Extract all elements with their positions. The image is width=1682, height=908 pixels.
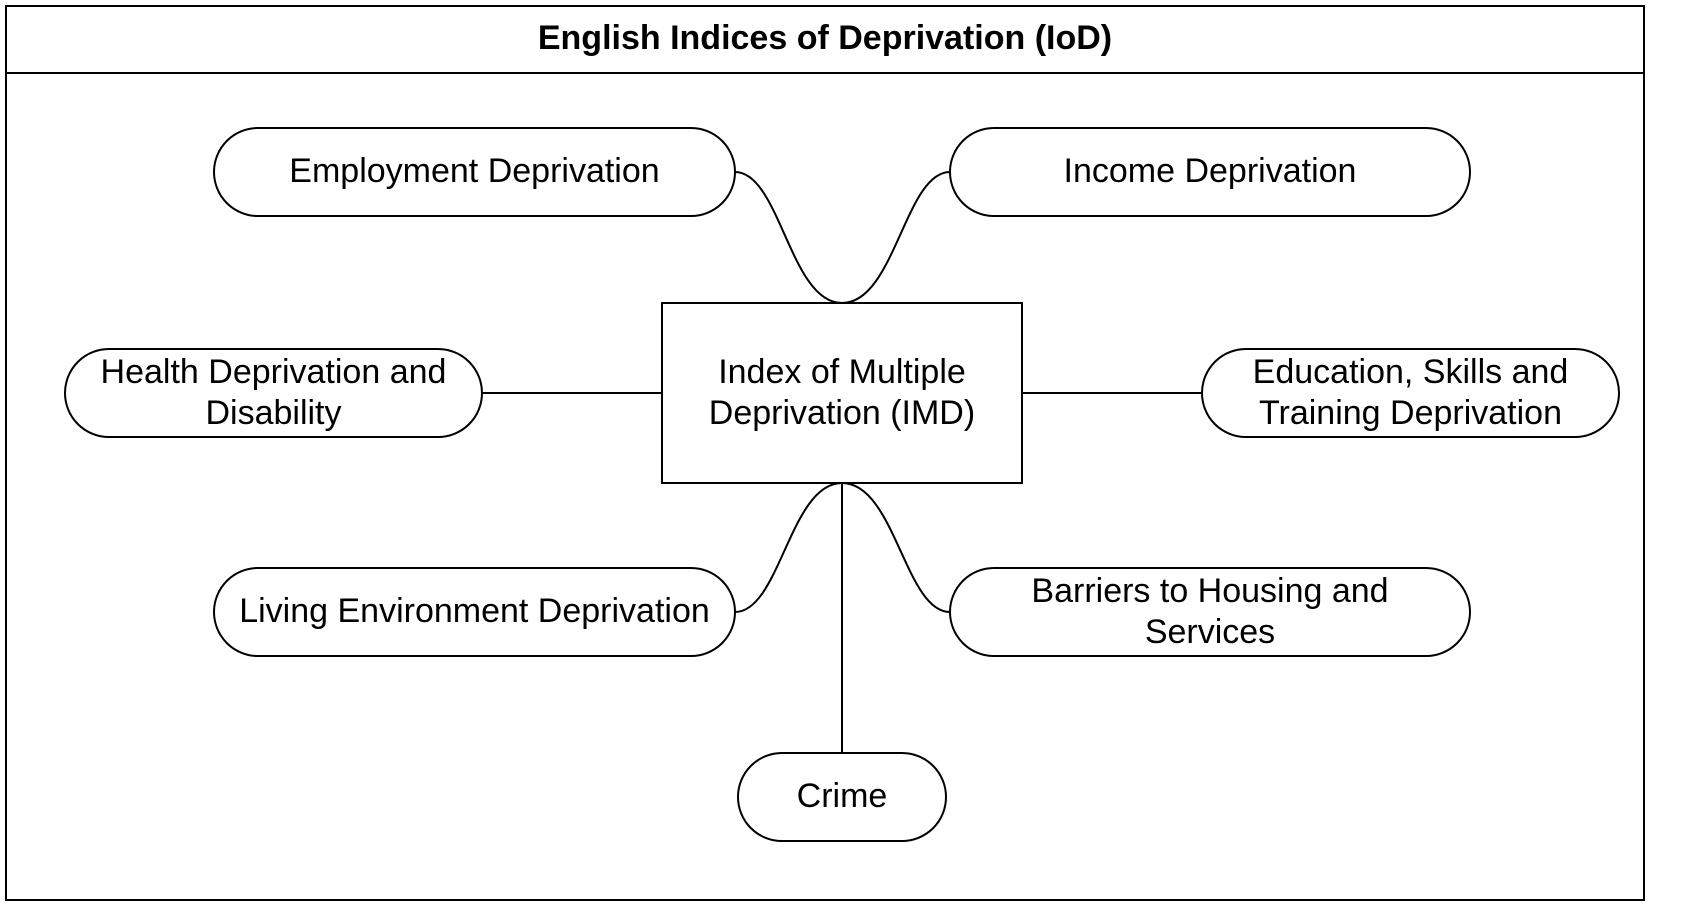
connector-employment bbox=[734, 171, 843, 304]
node-crime: Crime bbox=[737, 752, 947, 842]
node-health-deprivation: Health Deprivation and Disability bbox=[64, 348, 483, 438]
node-employment-deprivation: Employment Deprivation bbox=[213, 127, 736, 217]
node-barriers-to-housing: Barriers to Housing and Services bbox=[949, 567, 1471, 657]
connector-income bbox=[841, 171, 951, 304]
diagram-frame bbox=[5, 5, 1645, 901]
node-education-deprivation: Education, Skills and Training Deprivati… bbox=[1201, 348, 1620, 438]
node-index-of-multiple-deprivation: Index of Multiple Deprivation (IMD) bbox=[661, 302, 1023, 484]
node-living-environment-deprivation: Living Environment Deprivation bbox=[213, 567, 736, 657]
connector-housing bbox=[841, 482, 951, 613]
node-income-deprivation: Income Deprivation bbox=[949, 127, 1471, 217]
diagram-title: English Indices of Deprivation (IoD) bbox=[5, 5, 1645, 74]
connector-living-environment bbox=[734, 482, 843, 613]
